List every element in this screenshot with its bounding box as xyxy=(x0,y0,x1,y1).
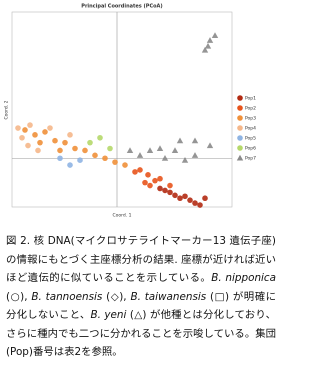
legend-label: Pop3 xyxy=(245,116,256,122)
point xyxy=(22,127,28,133)
point xyxy=(162,187,168,194)
point xyxy=(35,147,41,154)
point xyxy=(136,152,144,158)
point xyxy=(122,162,128,168)
point xyxy=(182,193,188,200)
point xyxy=(42,129,48,135)
point xyxy=(62,139,68,146)
point xyxy=(142,179,148,186)
point xyxy=(171,147,179,154)
point xyxy=(92,152,98,159)
point xyxy=(157,175,163,182)
legend-marker xyxy=(237,135,243,141)
point xyxy=(107,145,113,152)
point xyxy=(204,42,212,49)
point xyxy=(25,142,31,149)
caption-text: B. yeni xyxy=(90,309,127,321)
point xyxy=(206,37,214,43)
point xyxy=(176,137,184,144)
point xyxy=(47,125,53,131)
point xyxy=(19,134,25,141)
point xyxy=(146,147,154,154)
point xyxy=(172,192,178,199)
point xyxy=(82,147,88,154)
legend-label: Pop7 xyxy=(245,156,256,162)
point xyxy=(181,157,189,163)
caption-text: B. tannoensis xyxy=(31,290,103,303)
legend-label: Pop2 xyxy=(245,106,256,112)
point xyxy=(57,155,63,162)
point xyxy=(72,145,78,152)
legend-marker xyxy=(237,125,243,131)
page: Principal Coordinates (PCoA) Coord. 1 Co… xyxy=(3,3,277,362)
chart: Principal Coordinates (PCoA) Coord. 1 Co… xyxy=(4,4,257,219)
point xyxy=(152,177,158,184)
legend-label: Pop4 xyxy=(245,126,256,132)
point xyxy=(201,46,209,53)
point xyxy=(77,157,83,163)
legend-label: Pop6 xyxy=(245,146,256,152)
legend-marker xyxy=(237,105,243,111)
point xyxy=(37,139,43,146)
point xyxy=(102,155,108,162)
point xyxy=(192,200,198,206)
caption-text: B. taiwanensis xyxy=(130,290,207,303)
point xyxy=(197,202,203,208)
caption-text: (◇), xyxy=(102,290,131,303)
caption: 図 2. 核 DNA(マイクロサテライトマーカー13 遺伝子座)の情報にもとづく… xyxy=(6,232,276,362)
caption-text: (△) が他種とは分化しており、さらに種内でも二つに分かれることを示唆している。… xyxy=(6,309,276,358)
y-axis-label: Coord. 2 xyxy=(4,100,10,119)
point xyxy=(27,122,33,128)
caption-text: (○), xyxy=(6,290,32,303)
legend-marker xyxy=(237,145,243,151)
point xyxy=(57,147,63,154)
point xyxy=(156,145,164,152)
point xyxy=(187,197,193,203)
chart-title: Principal Coordinates (PCoA) xyxy=(81,4,162,10)
legend-marker xyxy=(236,154,244,161)
caption-text: (□) が明確に分化しないこと、 xyxy=(6,290,277,322)
point xyxy=(191,137,199,144)
legend-marker xyxy=(237,115,243,121)
point xyxy=(15,125,21,131)
caption-text: 図 2. 核 DNA(マイクロサテライトマーカー13 遺伝子座)の情報にもとづく… xyxy=(6,235,276,284)
point xyxy=(211,32,219,38)
point xyxy=(112,159,118,165)
point xyxy=(191,152,199,158)
point xyxy=(97,134,103,141)
point xyxy=(87,139,93,146)
point xyxy=(126,147,134,154)
point xyxy=(145,172,151,178)
point xyxy=(202,195,208,202)
legend-label: Pop5 xyxy=(245,136,256,142)
legend-marker xyxy=(237,95,243,101)
x-axis-label: Coord. 1 xyxy=(113,213,132,219)
point xyxy=(167,189,173,196)
point xyxy=(32,132,38,138)
point xyxy=(132,169,138,175)
point xyxy=(147,182,153,189)
point xyxy=(52,137,58,144)
point xyxy=(177,195,183,202)
point xyxy=(167,182,173,189)
point xyxy=(161,155,169,161)
point xyxy=(137,167,143,173)
legend-label: Pop1 xyxy=(245,96,256,102)
caption-text: B. nipponica xyxy=(211,272,277,284)
point xyxy=(67,132,73,138)
point xyxy=(67,162,73,168)
point xyxy=(206,142,214,149)
plot-frame xyxy=(11,11,233,208)
point xyxy=(157,185,163,192)
